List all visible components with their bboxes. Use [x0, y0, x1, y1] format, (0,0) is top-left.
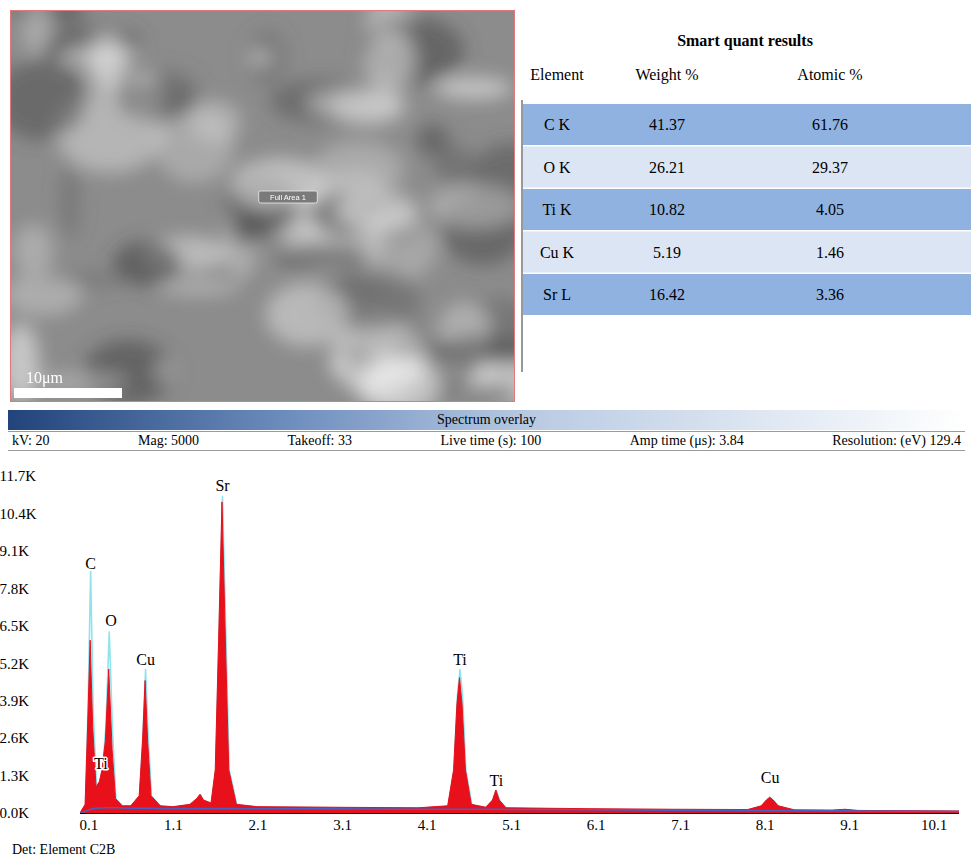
html-text:Takeoff: 33: Takeoff: 33: [287, 433, 352, 448]
svg-text:Sr: Sr: [215, 477, 230, 494]
svg-text:1.3K: 1.3K: [0, 768, 29, 784]
svg-text:O: O: [105, 612, 117, 629]
svg-text:5.2K: 5.2K: [0, 656, 29, 672]
svg-text:10.1: 10.1: [921, 817, 947, 833]
svg-text:7.8K: 7.8K: [0, 581, 29, 597]
svg-text:6.1: 6.1: [587, 817, 606, 833]
svg-text:10μm: 10μm: [26, 369, 64, 387]
svg-text:1.46: 1.46: [816, 244, 844, 261]
svg-text:O K: O K: [543, 159, 571, 176]
svg-text:4.1: 4.1: [418, 817, 437, 833]
svg-text:1.1: 1.1: [164, 817, 183, 833]
svg-text:C K: C K: [544, 116, 571, 133]
svg-text:Full Area 1: Full Area 1: [270, 193, 306, 202]
svg-text:Element: Element: [530, 66, 584, 83]
svg-text:61.76: 61.76: [812, 116, 848, 133]
svg-text:3.9K: 3.9K: [0, 693, 29, 709]
html-text:Det: Element C2B: Det: Element C2B: [12, 842, 116, 857]
svg-text:Ti: Ti: [453, 651, 467, 668]
html-text:Amp time (μs): 3.84: Amp time (μs): 3.84: [629, 433, 744, 448]
svg-text:Smart quant results: Smart quant results: [677, 32, 813, 50]
html-text:kV: 20: kV: 20: [12, 433, 50, 448]
svg-text:26.21: 26.21: [649, 159, 685, 176]
svg-text:10.82: 10.82: [649, 201, 685, 218]
svg-text:Cu: Cu: [761, 769, 780, 786]
svg-text:Atomic %: Atomic %: [797, 66, 862, 83]
html-text:Live time (s): 100: Live time (s): 100: [440, 433, 542, 448]
svg-text:16.42: 16.42: [649, 286, 685, 303]
html-text:Spectrum overlay: Spectrum overlay: [436, 412, 537, 427]
svg-text:10.4K: 10.4K: [0, 506, 37, 522]
svg-text:5.19: 5.19: [653, 244, 681, 261]
svg-text:Cu K: Cu K: [540, 244, 575, 261]
svg-text:Ti: Ti: [94, 755, 108, 772]
svg-text:3.36: 3.36: [816, 286, 844, 303]
svg-text:2.6K: 2.6K: [0, 730, 29, 746]
svg-text:2.1: 2.1: [249, 817, 268, 833]
svg-text:9.1K: 9.1K: [0, 543, 29, 559]
svg-text:Cu: Cu: [136, 651, 155, 668]
svg-text:41.37: 41.37: [649, 116, 685, 133]
svg-text:Sr L: Sr L: [543, 286, 571, 303]
svg-text:C: C: [85, 555, 96, 572]
html-text:Mag: 5000: Mag: 5000: [138, 433, 199, 448]
svg-text:Ti: Ti: [490, 772, 504, 789]
svg-text:5.1: 5.1: [502, 817, 521, 833]
svg-text:4.05: 4.05: [816, 201, 844, 218]
svg-text:9.1: 9.1: [840, 817, 859, 833]
svg-text:8.1: 8.1: [756, 817, 775, 833]
svg-text:7.1: 7.1: [671, 817, 690, 833]
svg-text:Ti K: Ti K: [542, 201, 572, 218]
html-text:Resolution: (eV) 129.4: Resolution: (eV) 129.4: [832, 433, 961, 448]
svg-text:6.5K: 6.5K: [0, 618, 29, 634]
svg-text:29.37: 29.37: [812, 159, 848, 176]
svg-text:Weight %: Weight %: [635, 66, 698, 84]
svg-text:11.7K: 11.7K: [0, 468, 36, 484]
svg-text:3.1: 3.1: [333, 817, 352, 833]
svg-text:0.1: 0.1: [80, 817, 99, 833]
svg-text:0.0K: 0.0K: [0, 805, 29, 821]
